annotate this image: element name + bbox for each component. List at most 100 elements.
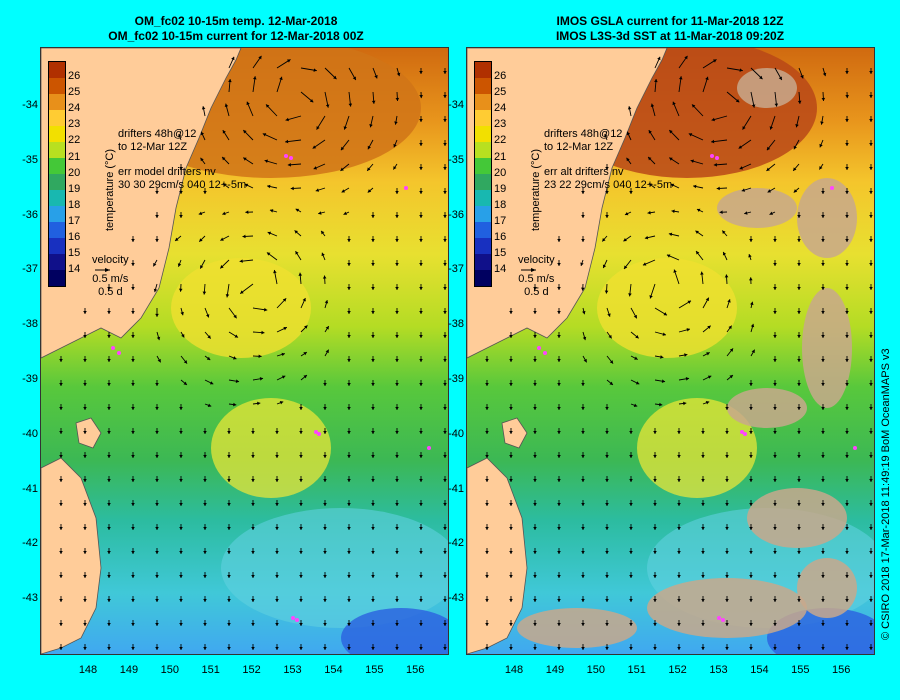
colorbar-swatch xyxy=(49,62,65,78)
right-drifters-line2: to 12-Mar 12Z xyxy=(544,141,614,153)
x-axis-tick-label: 154 xyxy=(324,664,343,676)
right-drifters-note: drifters 48h@12 to 12-Mar 12Z xyxy=(544,128,622,154)
colorbar-swatch xyxy=(49,270,65,286)
x-axis-tick-label: 153 xyxy=(709,664,728,676)
colorbar-swatch xyxy=(49,190,65,206)
colorbar-strip xyxy=(474,61,492,287)
y-axis-tick-label: -36 xyxy=(22,208,38,221)
y-axis-tick-label: -43 xyxy=(448,592,464,605)
warm-tongue xyxy=(211,398,331,498)
colorbar-title: temperature (°C) xyxy=(104,148,116,231)
velocity-key-label: velocity xyxy=(518,254,555,266)
x-axis-tick-label: 150 xyxy=(160,664,179,676)
colorbar-tick-label: 22 xyxy=(68,134,81,147)
y-axis-tick-label: -40 xyxy=(448,427,464,440)
y-axis-tick-label: -37 xyxy=(22,263,38,276)
velocity-key-duration: 0.5 d xyxy=(524,286,549,298)
x-axis-tick-label: 148 xyxy=(504,664,524,676)
y-axis-tick-label: -38 xyxy=(22,318,38,331)
y-axis-tick-label: -36 xyxy=(448,208,464,221)
right-drifters-line1: drifters 48h@12 xyxy=(544,128,623,140)
colorbar-swatch xyxy=(49,174,65,190)
colorbar-tick-label: 16 xyxy=(494,231,507,243)
colorbar-tick-label: 23 xyxy=(494,118,507,131)
x-axis-tick-label: 149 xyxy=(119,664,139,676)
colorbar-tick-label: 14 xyxy=(494,263,507,276)
colorbar-swatch xyxy=(49,110,65,126)
colorbar-swatch xyxy=(475,238,491,254)
warm-tongue xyxy=(637,398,757,498)
colorbar-tick-label: 15 xyxy=(68,247,81,260)
velocity-key-duration: 0.5 d xyxy=(98,286,123,298)
y-axis-tick-label: -39 xyxy=(448,373,464,385)
y-axis-tick-label: -35 xyxy=(22,153,38,166)
tasmania-island xyxy=(467,457,528,654)
colorbar-tick-label: 23 xyxy=(68,118,81,131)
colorbar-tick-label: 26 xyxy=(494,70,507,82)
colorbar-swatch xyxy=(475,222,491,238)
cloud-mask-patch xyxy=(802,288,852,408)
colorbar-tick-label: 16 xyxy=(68,231,81,243)
right-map-panel xyxy=(466,47,875,655)
cloud-mask-patch xyxy=(797,558,857,618)
colorbar-tick-label: 20 xyxy=(494,166,507,179)
colorbar-strip xyxy=(48,61,66,287)
velocity-key-speed: 0.5 m/s xyxy=(92,273,129,285)
colorbar-tick-label: 21 xyxy=(68,150,81,163)
colorbar-tick-label: 17 xyxy=(494,214,507,227)
left-err-line1: err model drifters nv xyxy=(118,166,216,178)
colorbar-swatch xyxy=(49,238,65,254)
eddy-center-warm-patch xyxy=(597,258,737,358)
left-panel-title: OM_fc02 10-15m temp. 12-Mar-2018 OM_fc02… xyxy=(26,14,446,44)
x-axis-tick-label: 151 xyxy=(201,664,220,676)
left-drifters-line1: drifters 48h@12 xyxy=(118,128,197,140)
velocity-key-label: velocity xyxy=(92,254,129,266)
x-axis-tick-label: 153 xyxy=(283,664,302,676)
cloud-mask-patch xyxy=(797,178,857,258)
x-axis-tick-label: 156 xyxy=(406,664,425,676)
colorbar-swatch xyxy=(475,174,491,190)
colorbar-swatch xyxy=(475,158,491,174)
right-title-line2: IMOS L3S-3d SST at 11-Mar-2018 09:20Z xyxy=(555,29,785,43)
current-vectors xyxy=(485,55,873,650)
colorbar-tick-label: 26 xyxy=(68,70,81,82)
y-axis-tick-label: -41 xyxy=(22,482,38,495)
colorbar-swatch xyxy=(475,94,491,110)
velocity-key-speed: 0.5 m/s xyxy=(518,273,555,285)
left-title-line1: OM_fc02 10-15m temp. 12-Mar-2018 xyxy=(134,14,338,28)
right-err-line2: 23 22 29cm/s 040 12+-5m xyxy=(544,179,673,191)
colorbar-tick-label: 22 xyxy=(494,134,507,147)
x-axis-tick-label: 149 xyxy=(545,664,565,676)
colorbar-swatch xyxy=(49,142,65,158)
x-axis-tick-label: 151 xyxy=(627,664,646,676)
right-err-note: err alt drifters nv 23 22 29cm/s 040 12+… xyxy=(544,166,672,192)
y-axis-tick-label: -34 xyxy=(448,99,464,111)
y-axis-tick-label: -41 xyxy=(448,482,464,495)
colorbar-swatch xyxy=(49,158,65,174)
y-axis-tick-label: -34 xyxy=(22,99,38,111)
tasmania-island xyxy=(41,457,102,654)
flinders-island xyxy=(501,417,528,449)
y-axis-tick-label: -39 xyxy=(22,373,38,385)
x-axis-tick-label: 152 xyxy=(242,664,261,676)
colorbar-tick-label: 24 xyxy=(68,102,81,115)
velocity-key-arrow xyxy=(92,267,129,273)
x-axis-tick-label: 152 xyxy=(668,664,687,676)
right-velocity-key: velocity 0.5 m/s 0.5 d xyxy=(518,254,555,299)
colorbar-swatch xyxy=(475,62,491,78)
colorbar-tick-label: 17 xyxy=(68,214,81,227)
cool-patch xyxy=(221,508,448,628)
left-title-line2: OM_fc02 10-15m current for 12-Mar-2018 0… xyxy=(108,29,364,43)
mainland-coast xyxy=(41,48,242,359)
left-err-line2: 30 30 29cm/s 040 12+-5m xyxy=(118,179,247,191)
right-map-canvas xyxy=(467,48,874,654)
cloud-mask-patch xyxy=(737,68,797,108)
colorbar-swatch xyxy=(475,78,491,94)
x-axis-tick-label: 150 xyxy=(586,664,605,676)
colorbar-swatch xyxy=(475,190,491,206)
colorbar-swatch xyxy=(475,110,491,126)
x-axis-tick-label: 156 xyxy=(832,664,851,676)
colorbar-tick-label: 19 xyxy=(494,182,507,195)
right-title-line1: IMOS GSLA current for 11-Mar-2018 12Z xyxy=(556,14,784,28)
colorbar-swatch xyxy=(475,270,491,286)
